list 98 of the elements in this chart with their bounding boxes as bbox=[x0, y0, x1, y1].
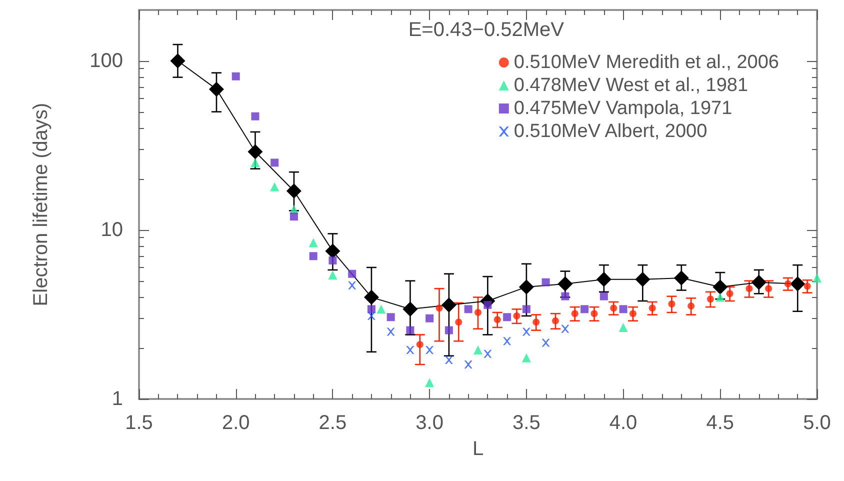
point bbox=[367, 305, 376, 314]
point bbox=[522, 328, 530, 336]
point bbox=[474, 345, 482, 354]
point bbox=[251, 112, 260, 120]
point bbox=[436, 304, 443, 312]
point bbox=[618, 322, 628, 332]
point bbox=[441, 297, 456, 312]
y-tick-label: 10 bbox=[100, 218, 123, 241]
point bbox=[784, 280, 792, 288]
x-axis-title: L bbox=[472, 438, 484, 460]
point bbox=[406, 326, 414, 334]
point bbox=[309, 252, 318, 260]
point bbox=[286, 183, 302, 198]
point bbox=[328, 270, 338, 280]
point bbox=[376, 304, 386, 314]
point bbox=[464, 305, 472, 314]
point bbox=[348, 281, 356, 290]
point bbox=[561, 292, 570, 300]
x-tick-label: 1.5 bbox=[125, 412, 153, 434]
point bbox=[648, 304, 656, 312]
point bbox=[308, 238, 318, 248]
point bbox=[804, 282, 811, 290]
point bbox=[270, 158, 279, 167]
point bbox=[600, 292, 608, 300]
point bbox=[716, 292, 725, 302]
point bbox=[474, 308, 482, 316]
point bbox=[426, 314, 434, 322]
point bbox=[386, 313, 395, 322]
point bbox=[503, 337, 512, 346]
point bbox=[444, 356, 453, 364]
point bbox=[170, 53, 186, 68]
point bbox=[348, 270, 356, 278]
legend-label: 0.510MeV Meredith et al., 2006 bbox=[514, 52, 779, 73]
point bbox=[542, 338, 550, 347]
point bbox=[406, 346, 414, 354]
point bbox=[674, 270, 689, 286]
point bbox=[571, 310, 578, 318]
point bbox=[494, 316, 501, 324]
point bbox=[635, 272, 650, 287]
point bbox=[765, 285, 772, 292]
point bbox=[426, 346, 434, 354]
point bbox=[367, 312, 376, 320]
y-axis-title: Electron lifetime (days) bbox=[30, 102, 52, 306]
point bbox=[596, 272, 612, 287]
point bbox=[726, 290, 734, 298]
point bbox=[558, 276, 573, 292]
point bbox=[386, 328, 395, 336]
point bbox=[425, 378, 434, 388]
x-tick-label: 2.5 bbox=[318, 412, 347, 434]
point bbox=[484, 350, 492, 358]
x-tick-label: 2.0 bbox=[222, 412, 250, 434]
point bbox=[712, 279, 728, 294]
point bbox=[812, 273, 822, 282]
point bbox=[270, 182, 280, 192]
point bbox=[248, 144, 263, 160]
point bbox=[629, 310, 636, 318]
y-tick-label: 100 bbox=[90, 50, 123, 72]
point bbox=[561, 324, 570, 333]
point bbox=[688, 302, 695, 310]
point bbox=[208, 82, 224, 97]
point bbox=[444, 326, 453, 334]
point bbox=[552, 317, 559, 324]
point bbox=[402, 302, 418, 317]
y-tick-label: 1 bbox=[112, 388, 123, 410]
x-tick-label: 3.0 bbox=[416, 412, 444, 434]
legend-title: E=0.43−0.52MeV bbox=[408, 19, 565, 41]
point bbox=[751, 274, 766, 290]
point bbox=[610, 304, 618, 312]
legend-label: 0.478MeV West et al., 1981 bbox=[514, 75, 748, 96]
x-tick-label: 4.0 bbox=[609, 412, 638, 434]
point bbox=[455, 318, 462, 326]
point bbox=[580, 305, 589, 314]
point bbox=[522, 353, 531, 362]
point bbox=[464, 360, 472, 368]
x-tick-label: 4.5 bbox=[706, 412, 734, 434]
point bbox=[746, 285, 753, 292]
point bbox=[518, 279, 534, 294]
point bbox=[290, 212, 298, 221]
point bbox=[232, 72, 240, 80]
point bbox=[532, 318, 540, 326]
point bbox=[364, 290, 379, 305]
point bbox=[325, 244, 340, 259]
point bbox=[668, 300, 676, 308]
x-tick-label: 3.5 bbox=[512, 412, 540, 434]
point bbox=[328, 256, 337, 264]
point bbox=[503, 313, 512, 322]
point bbox=[790, 276, 806, 292]
x-tick-label: 5.0 bbox=[803, 412, 831, 434]
point bbox=[619, 305, 628, 314]
point bbox=[590, 310, 598, 318]
point bbox=[250, 158, 260, 168]
legend-label: 0.475MeV Vampola, 1971 bbox=[514, 98, 732, 119]
point bbox=[416, 341, 424, 348]
point bbox=[542, 278, 550, 286]
point bbox=[513, 312, 520, 320]
point bbox=[706, 296, 714, 303]
legend-label: 0.510MeV Albert, 2000 bbox=[514, 121, 708, 142]
point bbox=[522, 305, 530, 314]
